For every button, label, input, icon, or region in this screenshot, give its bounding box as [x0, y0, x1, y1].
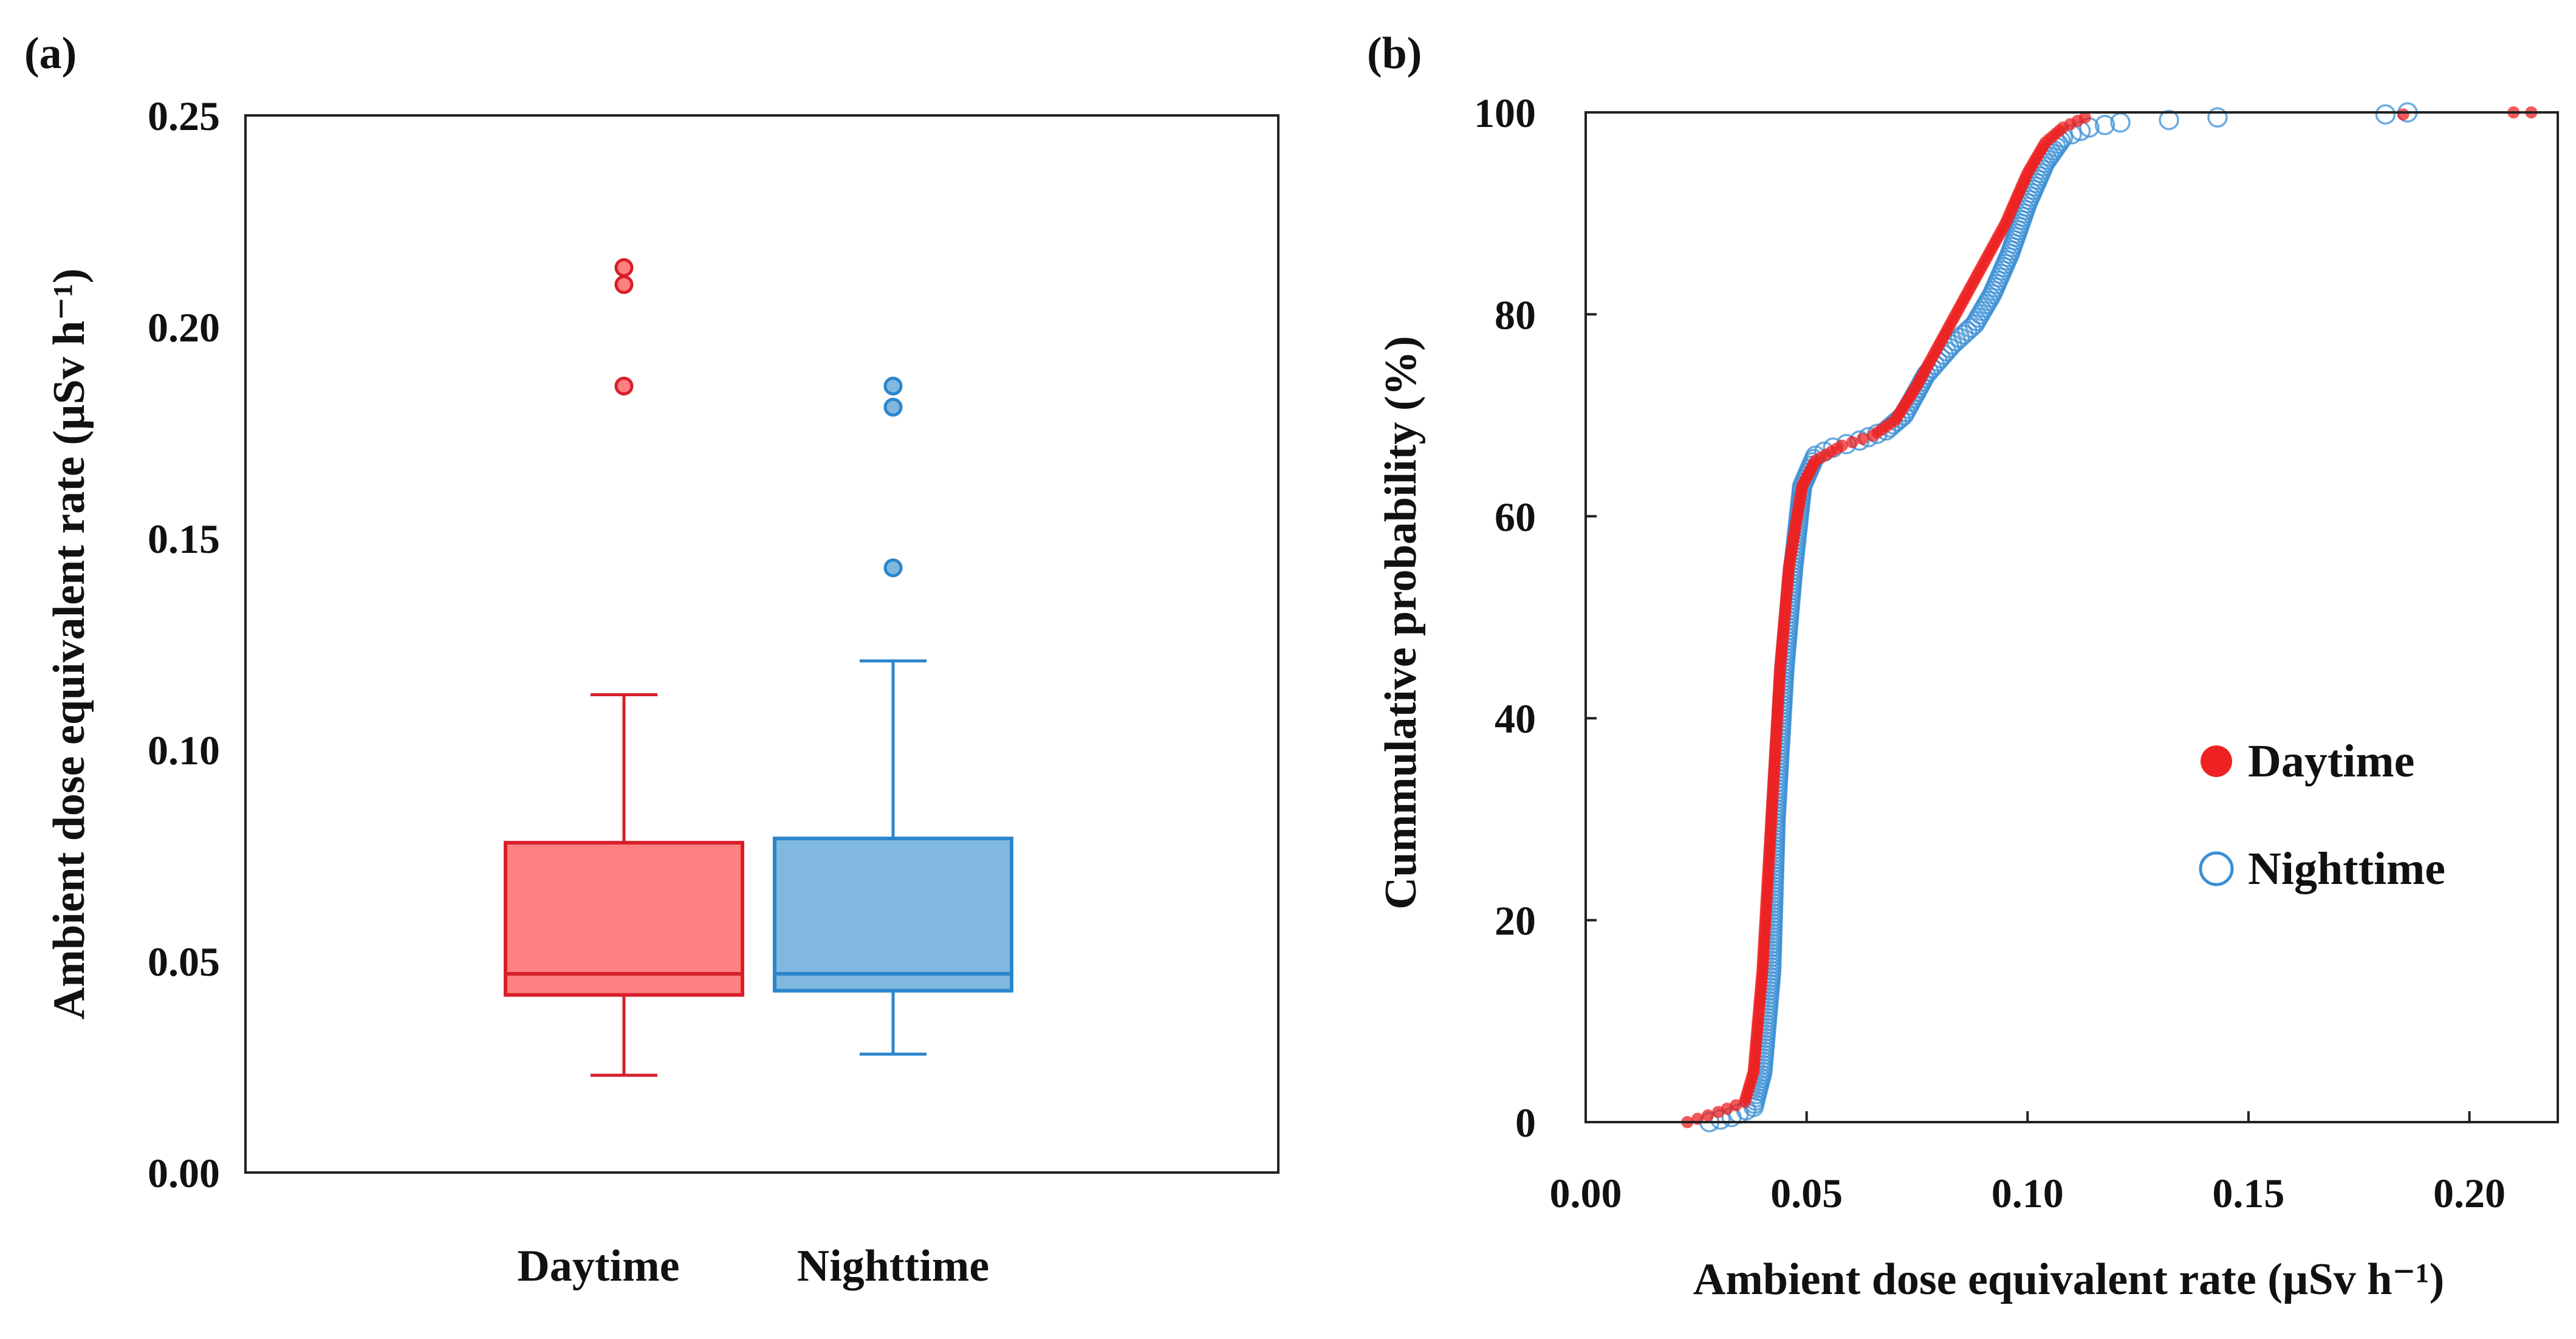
y-tick-label: 80 [1495, 292, 1536, 338]
panel-a-y-axis-title: Ambient dose equivalent rate (µSv h⁻¹) [44, 269, 94, 1019]
y-tick-label: 0.25 [148, 93, 220, 139]
panel-b-x-axis-title: Ambient dose equivalent rate (µSv h⁻¹) [1693, 1255, 2444, 1304]
x-tick-label: 0.20 [2433, 1170, 2506, 1216]
y-tick-label: 0.00 [148, 1150, 220, 1196]
x-tick-label: 0.10 [1992, 1170, 2064, 1216]
data-point-daytime [2397, 108, 2410, 121]
outlier-point [883, 558, 903, 578]
panel-b-label: (b) [1367, 29, 1422, 78]
legend-label-nighttime: Nighttime [2248, 843, 2445, 894]
data-point-daytime [1856, 433, 1869, 445]
data-point-nighttime [2094, 115, 2115, 135]
x-tick-label: 0.15 [2212, 1170, 2284, 1216]
data-point-nighttime [1953, 324, 1974, 345]
legend-marker-nighttime [2199, 851, 2234, 886]
panel-b-plot-frame [1584, 111, 2559, 1123]
data-point-nighttime [2375, 104, 2396, 125]
category-label-nighttime: Nighttime [797, 1241, 990, 1291]
y-tick-label: 0.05 [148, 939, 220, 985]
y-tick-label: 40 [1495, 696, 1536, 742]
legend-label-daytime: Daytime [2248, 736, 2414, 787]
panel-b-y-axis-title: Cummulative probability (%) [1376, 336, 1426, 909]
category-label-daytime: Daytime [517, 1241, 679, 1291]
panel-b-data-points [1681, 102, 2538, 1132]
series-daytime [1681, 106, 2538, 1128]
outlier-point [883, 376, 903, 396]
y-tick-label: 0.20 [148, 304, 220, 351]
series-nighttime [1699, 102, 2418, 1132]
outlier-point [614, 376, 634, 396]
y-tick-label: 0.15 [148, 516, 220, 562]
cdf-panel: (b) 0 20 40 60 80 100 0.00 0.05 0.10 0.15 0.20 Am… [1367, 29, 2559, 1304]
outlier-point [614, 275, 634, 294]
outlier-point [614, 258, 634, 278]
y-tick-label: 100 [1474, 90, 1536, 136]
panel-a-plot-frame [244, 114, 1279, 1174]
y-tick-label: 20 [1495, 898, 1536, 944]
interquartile-box [504, 841, 744, 997]
panel-b-x-ticks: 0.00 0.05 0.10 0.15 0.20 [1550, 1111, 2506, 1216]
data-point-nighttime [2207, 107, 2228, 128]
panel-a-label: (a) [24, 29, 77, 78]
box-daytime [504, 258, 744, 1077]
outlier-point [883, 397, 903, 417]
panel-a-y-ticks: 0.00 0.05 0.10 0.15 0.20 0.25 [148, 93, 220, 1196]
y-tick-label: 0 [1515, 1100, 1536, 1146]
legend: Daytime Nighttime [2199, 736, 2445, 894]
legend-marker-daytime [2201, 745, 2232, 777]
x-tick-label: 0.05 [1770, 1170, 1843, 1216]
interquartile-box [773, 837, 1013, 993]
x-tick-label: 0.00 [1550, 1170, 1622, 1216]
y-tick-label: 0.10 [148, 727, 220, 773]
y-tick-label: 60 [1495, 494, 1536, 540]
panel-b-y-ticks: 0 20 40 60 80 100 [1474, 90, 1597, 1146]
data-point-daytime [1702, 1109, 1714, 1122]
data-point-nighttime [1961, 317, 1981, 338]
data-point-daytime [1846, 436, 1858, 448]
panel-a-boxes [504, 258, 1013, 1077]
data-point-daytime [2078, 111, 2091, 124]
box-nighttime [773, 376, 1013, 1056]
data-point-nighttime [2159, 109, 2179, 131]
data-point-daytime [1835, 439, 1848, 452]
data-point-nighttime [1950, 327, 1970, 348]
box-plot-panel: (a) 0.00 0.05 0.10 0.15 0.20 0.25 Daytime Nig… [24, 29, 1279, 1291]
